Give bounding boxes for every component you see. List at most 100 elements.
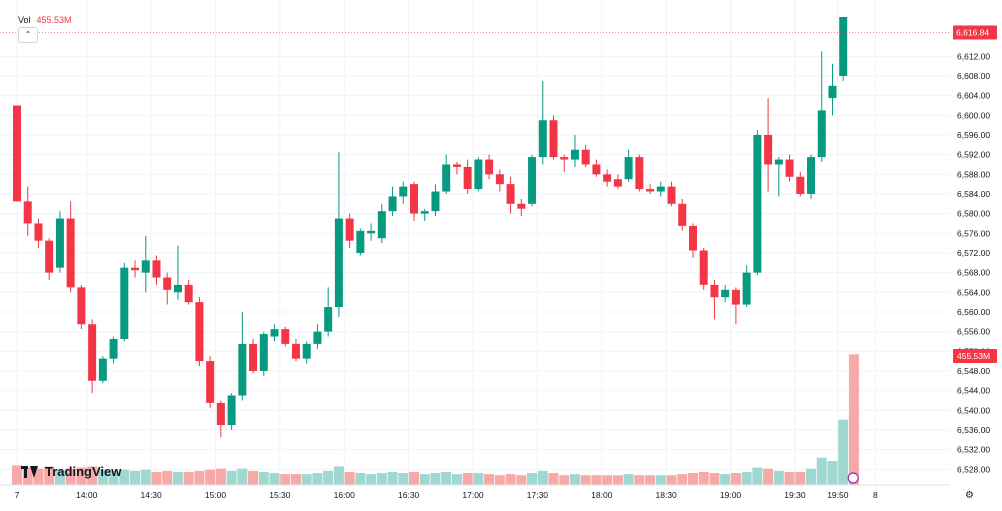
candle-body — [796, 176, 805, 194]
volume-bar — [848, 354, 859, 485]
volume-bar — [237, 468, 248, 485]
price-tick-label: 6,608.00 — [957, 71, 990, 81]
candle-body — [410, 184, 419, 214]
gear-icon[interactable]: ⚙ — [965, 490, 974, 501]
volume-bar — [12, 465, 22, 485]
volume-bar — [763, 468, 774, 485]
price-tick-label: 6,592.00 — [957, 150, 990, 160]
candle-body — [560, 157, 569, 160]
candle-body — [98, 358, 107, 381]
candle-body — [807, 157, 816, 194]
candle-body — [517, 203, 526, 209]
volume-bar — [473, 473, 484, 485]
candle-body — [603, 174, 612, 182]
price-tick-label: 6,588.00 — [957, 169, 990, 179]
volume-bar — [516, 475, 527, 485]
candle-body — [163, 277, 172, 290]
time-tick-label: 15:30 — [269, 490, 291, 500]
time-tick-label: 15:00 — [205, 490, 227, 500]
volume-bar — [355, 473, 366, 485]
volume-bar — [366, 474, 377, 485]
candle-body — [817, 110, 826, 158]
time-tick-label: 18:00 — [591, 490, 613, 500]
volume-bar — [591, 475, 602, 485]
candle-body — [184, 284, 193, 303]
candle-body — [259, 334, 268, 371]
price-tick-label: 6,600.00 — [957, 110, 990, 120]
volume-bar — [677, 474, 688, 485]
volume-bar — [312, 473, 323, 485]
candle-body — [721, 289, 730, 298]
candle-body — [635, 157, 644, 190]
volume-bar — [698, 471, 709, 485]
volume-bar — [376, 473, 387, 485]
volume-bar — [269, 473, 280, 485]
candle-body — [442, 164, 451, 192]
price-tick-label: 6,556.00 — [957, 327, 990, 337]
candle-body — [613, 179, 622, 187]
candle-body — [45, 240, 54, 273]
candle-body — [206, 361, 215, 403]
price-tick-label: 6,540.00 — [957, 405, 990, 415]
volume-bar — [559, 475, 570, 485]
volume-bar — [666, 475, 677, 485]
candle-body — [13, 105, 21, 202]
volume-bar — [623, 474, 634, 485]
candle-body — [549, 120, 558, 158]
candle-body — [120, 267, 129, 339]
price-tick-label: 6,580.00 — [957, 209, 990, 219]
time-tick-label: 18:30 — [656, 490, 678, 500]
candle-body — [227, 395, 236, 426]
candle-body — [23, 201, 32, 224]
price-tick-label: 6,548.00 — [957, 366, 990, 376]
candle-body — [324, 307, 333, 332]
volume-bar — [569, 474, 580, 485]
last-volume-badge — [953, 349, 997, 363]
candle-body — [249, 343, 258, 371]
volume-bar — [205, 469, 216, 485]
volume-bar — [451, 474, 462, 485]
candle-body — [764, 134, 773, 165]
volume-bar — [484, 474, 495, 485]
candle-body — [839, 17, 848, 76]
time-tick-label: 14:30 — [140, 490, 162, 500]
price-tick-label: 6,532.00 — [957, 445, 990, 455]
volume-bar — [462, 473, 473, 485]
price-tick-label: 6,536.00 — [957, 425, 990, 435]
price-tick-label: 6,560.00 — [957, 307, 990, 317]
candle-body — [570, 149, 579, 160]
candle-body — [828, 85, 837, 99]
time-tick-label: 14:00 — [76, 490, 98, 500]
legend-value: 455.53M — [36, 15, 72, 25]
price-tick-label: 6,584.00 — [957, 189, 990, 199]
volume-bar — [580, 475, 591, 485]
last-price-badge — [953, 25, 997, 40]
volume-bar — [226, 470, 237, 485]
candle-body — [538, 120, 547, 158]
time-tick-label: 16:00 — [334, 490, 356, 500]
candle-body — [55, 218, 64, 268]
candle-body — [506, 184, 515, 204]
candle-body — [334, 218, 343, 308]
candle-body — [216, 402, 225, 426]
volume-bar — [827, 461, 838, 485]
candle-body — [420, 211, 429, 214]
candle-body — [753, 134, 762, 273]
chevron-up-icon[interactable]: ⌃ — [18, 27, 38, 43]
candle-body — [291, 343, 300, 359]
volume-legend: Vol 455.53M — [18, 15, 72, 25]
candle-body — [66, 218, 75, 288]
volume-bar — [183, 471, 194, 485]
volume-bar — [430, 473, 441, 485]
volume-bar — [655, 475, 666, 485]
time-tick-label: 17:00 — [462, 490, 484, 500]
volume-bar — [720, 474, 731, 485]
candle-body — [678, 203, 687, 226]
event-marker-icon — [847, 472, 859, 484]
candle-body — [463, 166, 472, 190]
volume-bar — [108, 470, 119, 485]
candle-body — [367, 230, 376, 234]
volume-bar — [645, 475, 656, 485]
candle-body — [688, 225, 697, 251]
